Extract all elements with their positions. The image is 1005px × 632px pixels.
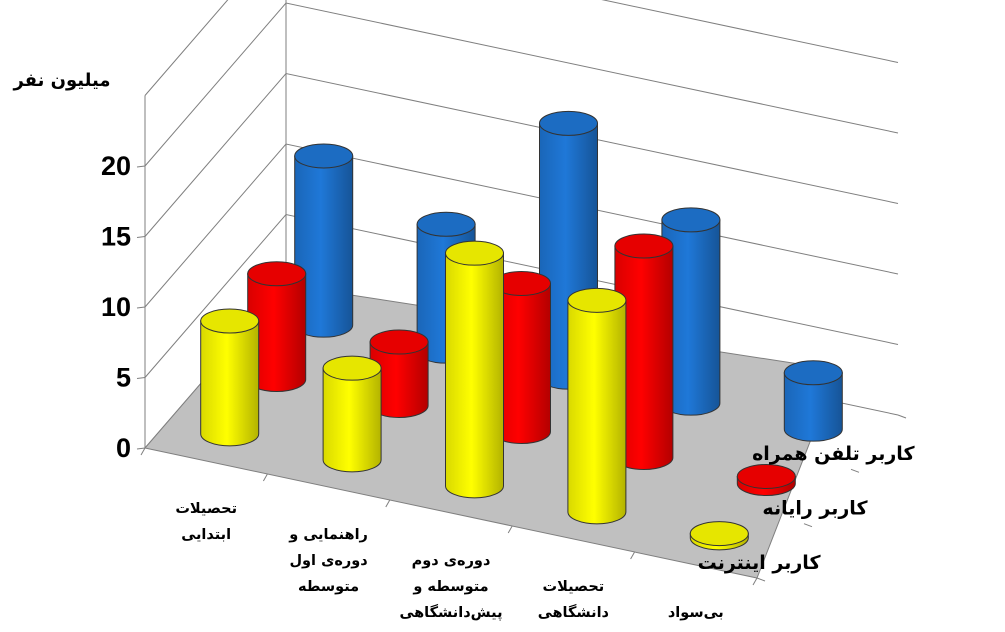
y-tick-label: 10 xyxy=(101,292,131,322)
bar xyxy=(689,521,749,551)
bar-top xyxy=(445,240,504,266)
y-tick xyxy=(136,306,146,309)
bar-top xyxy=(614,233,674,259)
x-tick-label: بی‌سواد xyxy=(668,605,724,621)
bar xyxy=(661,207,721,416)
bar-body xyxy=(200,320,260,447)
gridline xyxy=(144,72,899,237)
y-axis: 0 5 10 15 20 xyxy=(101,151,146,463)
x-tick-label: دوره‌ی دوم متوسطه و پیش‌دانشگاهی xyxy=(399,553,502,621)
y-tick-label: 0 xyxy=(116,433,131,463)
depth-tick xyxy=(897,414,907,419)
y-tick xyxy=(136,236,146,238)
bar-top xyxy=(369,329,429,355)
bar-body xyxy=(567,299,627,525)
x-tick xyxy=(385,499,391,508)
bar-top xyxy=(539,110,598,136)
series-label: کاربر رایانه xyxy=(762,498,868,520)
bar-body xyxy=(445,252,504,499)
y-tick-label: 20 xyxy=(101,151,131,181)
bar-top xyxy=(247,261,307,287)
bar xyxy=(445,240,504,499)
bar xyxy=(567,287,627,525)
gridline xyxy=(144,2,899,167)
bar-top xyxy=(661,207,721,233)
labels: میلیون نفر تحصیلات ابتدایی راهنمایی و دوره‌ی… xyxy=(12,70,915,621)
bar-top xyxy=(200,308,260,334)
bar-top xyxy=(322,355,382,381)
bar xyxy=(322,355,382,473)
bars xyxy=(200,110,843,551)
bar-top xyxy=(416,211,476,237)
bar-top xyxy=(294,143,354,169)
x-tick xyxy=(140,447,146,456)
y-tick-label: 5 xyxy=(116,363,131,393)
bar xyxy=(783,360,843,442)
bar-body xyxy=(322,367,382,473)
gridline xyxy=(144,0,899,96)
series-label: کاربر اینترنت xyxy=(698,552,822,574)
bar-top xyxy=(783,360,843,386)
x-tick xyxy=(630,551,636,560)
depth-tick xyxy=(756,577,766,582)
y-axis-label: میلیون نفر xyxy=(12,70,110,91)
y-tick xyxy=(136,447,146,450)
bar-top xyxy=(736,463,796,489)
bar xyxy=(294,143,354,338)
series-label: کاربر تلفن همراه xyxy=(752,443,915,465)
x-tick-label: تحصیلات ابتدایی xyxy=(175,501,237,543)
x-tick-label: تحصیلات دانشگاهی xyxy=(538,579,609,621)
bar xyxy=(614,233,674,470)
bar-top xyxy=(689,521,749,547)
bar-body xyxy=(783,372,843,442)
y-tick xyxy=(136,377,146,379)
x-tick xyxy=(507,525,513,534)
y-tick xyxy=(136,165,146,168)
bar xyxy=(369,329,429,418)
bar xyxy=(736,463,796,496)
depth-tick xyxy=(850,468,860,473)
bar xyxy=(247,261,307,392)
bar xyxy=(200,308,260,447)
x-tick xyxy=(752,577,758,586)
x-tick xyxy=(262,473,268,482)
bar-top xyxy=(567,287,627,313)
x-tick-label: راهنمایی و دوره‌ی اول متوسطه xyxy=(288,527,368,595)
depth-tick xyxy=(803,523,813,528)
y-tick-label: 15 xyxy=(101,222,131,252)
